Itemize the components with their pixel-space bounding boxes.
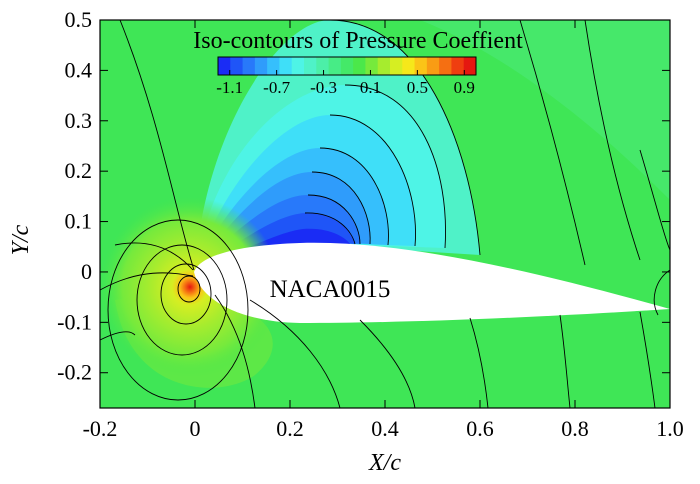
upper-right-band — [420, 20, 670, 200]
x-tick-label: 1.0 — [656, 416, 684, 441]
y-tick-label: -0.1 — [57, 309, 92, 334]
colorbar-cell — [365, 57, 379, 75]
x-tick-label: 0.6 — [466, 416, 494, 441]
airfoil-shape — [194, 242, 670, 323]
colorbar-cell — [402, 57, 416, 75]
x-tick-label: 0.8 — [561, 416, 589, 441]
colorbar-border — [217, 56, 477, 76]
colorbar-cells — [218, 57, 477, 75]
colorbar-cell — [426, 57, 440, 75]
colorbar-ticks: -1.1 -0.7 -0.3 0.1 0.5 0.9 — [216, 70, 475, 97]
y-axis-ticks: 0.5 0.4 0.3 0.2 0.1 0 -0.1 -0.2 — [57, 7, 670, 385]
x-tick-label: -0.2 — [83, 416, 118, 441]
y-tick-label: -0.2 — [57, 360, 92, 385]
colorbar-tick-label: -1.1 — [216, 78, 243, 97]
x-tick-label: 0.4 — [371, 416, 399, 441]
colorbar-cell — [414, 57, 428, 75]
iso-contour-lines — [100, 20, 670, 408]
colorbar-tick-label: -0.7 — [263, 78, 290, 97]
y-tick-label: 0.5 — [65, 7, 93, 32]
colorbar-cell — [279, 57, 293, 75]
colorbar-cell — [463, 57, 477, 75]
colorbar-cell — [267, 57, 280, 75]
colorbar-tick-label: -0.3 — [310, 78, 337, 97]
contour-plot-area — [100, 20, 670, 408]
colorbar-cell — [328, 57, 342, 75]
y-tick-label: 0.1 — [65, 209, 93, 234]
colorbar-cell — [377, 57, 391, 75]
x-tick-label: 0 — [190, 416, 201, 441]
x-axis-title: X/c — [368, 450, 401, 476]
colorbar: -1.1 -0.7 -0.3 0.1 0.5 0.9 — [216, 56, 477, 97]
y-tick-label: 0.3 — [65, 108, 93, 133]
colorbar-cell — [340, 57, 354, 75]
colorbar-cell — [291, 57, 305, 75]
colorbar-cell — [439, 57, 452, 75]
colorbar-cell — [304, 57, 317, 75]
airfoil-label: NACA0015 — [270, 276, 391, 303]
y-tick-label: 0.2 — [65, 158, 93, 183]
colorbar-cell — [230, 57, 244, 75]
colorbar-cell — [353, 57, 366, 75]
colorbar-cell — [242, 57, 256, 75]
y-tick-label: 0 — [81, 259, 92, 284]
colorbar-cell — [254, 57, 268, 75]
x-tick-label: 0.2 — [276, 416, 304, 441]
colorbar-cell — [451, 57, 465, 75]
colorbar-cell — [316, 57, 330, 75]
y-axis-title: Y/c — [8, 224, 34, 255]
x-axis-ticks: -0.2 0 0.2 0.4 0.6 0.8 1.0 — [83, 20, 684, 441]
colorbar-tick-label: 0.1 — [360, 78, 381, 97]
colorbar-tick-label: 0.9 — [454, 78, 475, 97]
colorbar-tick-label: 0.5 — [407, 78, 428, 97]
chart-title: Iso-contours of Pressure Coeffient — [193, 28, 523, 54]
colorbar-cell — [390, 57, 403, 75]
colorbar-cell — [218, 57, 231, 75]
y-tick-label: 0.4 — [65, 57, 93, 82]
